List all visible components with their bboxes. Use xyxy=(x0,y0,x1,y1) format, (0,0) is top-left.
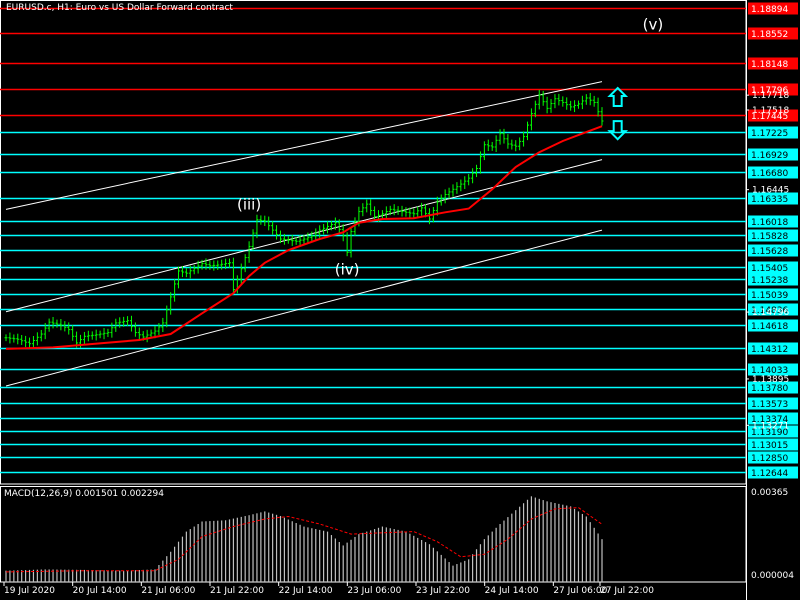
level-tag-3 xyxy=(748,83,798,96)
level-label-24: 1.12850 xyxy=(751,454,788,464)
level-tag-23 xyxy=(748,438,798,451)
level-tag-4 xyxy=(748,109,798,122)
level-tag-0 xyxy=(748,2,798,15)
level-label-19: 1.13780 xyxy=(751,384,788,394)
level-label-1: 1.18552 xyxy=(751,30,788,40)
level-tag-12 xyxy=(748,261,798,274)
level-label-6: 1.16929 xyxy=(751,151,788,161)
level-label-4: 1.17445 xyxy=(751,112,788,122)
main-panel-border xyxy=(0,0,747,485)
macd-panel-border xyxy=(0,486,747,583)
yaxis-label-4: 1.13895 xyxy=(752,375,789,385)
level-tag-18 xyxy=(748,363,798,376)
yaxis-label-5: 1.13271 xyxy=(752,421,789,431)
level-tag-10 xyxy=(748,229,798,242)
level-tag-7 xyxy=(748,166,798,179)
xaxis-label-8: 27 Jul 06:00 xyxy=(553,586,607,596)
macd-label: MACD(12,26,9) 0.001501 0.002294 xyxy=(4,489,164,499)
level-tag-16 xyxy=(748,319,798,332)
level-tag-6 xyxy=(748,148,798,161)
channel-line-2 xyxy=(5,229,603,387)
channel-line-0 xyxy=(5,81,603,210)
level-label-12: 1.15405 xyxy=(751,264,788,274)
xaxis-label-0: 19 Jul 2020 xyxy=(4,586,55,596)
level-tag-9 xyxy=(748,215,798,228)
level-label-25: 1.12644 xyxy=(751,469,788,479)
level-tag-25 xyxy=(748,466,798,479)
level-label-21: 1.13374 xyxy=(751,415,788,425)
symbol-title: EURUSD.c, H1: Euro vs US Dollar Forward … xyxy=(6,3,233,13)
xaxis-label-5: 23 Jul 06:00 xyxy=(347,586,401,596)
level-tag-15 xyxy=(748,303,798,316)
yaxis-label-2: 1.16445 xyxy=(752,186,789,196)
level-tag-20 xyxy=(748,397,798,410)
xaxis-label-1: 20 Jul 14:00 xyxy=(73,586,127,596)
yaxis-label-0: 1.17718 xyxy=(752,91,789,101)
arrow-up-icon xyxy=(607,86,629,107)
level-label-13: 1.15238 xyxy=(751,276,788,286)
level-tag-22 xyxy=(748,425,798,438)
level-label-7: 1.16680 xyxy=(751,169,788,179)
level-tag-2 xyxy=(748,57,798,70)
level-tag-1 xyxy=(748,27,798,40)
level-label-3: 1.17796 xyxy=(751,86,788,96)
xaxis-label-6: 23 Jul 22:00 xyxy=(416,586,470,596)
level-label-5: 1.17225 xyxy=(751,129,788,139)
level-tag-24 xyxy=(748,451,798,464)
arrow-down-icon xyxy=(607,120,629,141)
level-label-15: 1.14836 xyxy=(751,306,788,316)
level-tag-21 xyxy=(748,412,798,425)
level-tag-13 xyxy=(748,273,798,286)
level-label-11: 1.15628 xyxy=(751,247,788,257)
level-label-17: 1.14312 xyxy=(751,345,788,355)
price-bars xyxy=(4,89,604,349)
level-label-14: 1.15039 xyxy=(751,291,788,301)
xaxis-label-9: 27 Jul 22:00 xyxy=(600,586,654,596)
wave-label-1: (iv) xyxy=(335,261,360,279)
level-label-18: 1.14033 xyxy=(751,366,788,376)
macd-signal-line xyxy=(5,507,603,573)
level-tag-14 xyxy=(748,288,798,301)
level-tag-11 xyxy=(748,244,798,257)
level-label-16: 1.14618 xyxy=(751,322,788,332)
level-label-0: 1.18894 xyxy=(751,5,788,15)
wave-label-0: (iii) xyxy=(237,195,261,213)
xaxis-label-7: 24 Jul 14:00 xyxy=(485,586,539,596)
moving-average-line xyxy=(5,125,603,350)
macd-scale-top: 0.00365 xyxy=(751,488,788,498)
level-label-20: 1.13573 xyxy=(751,400,788,410)
level-tag-8 xyxy=(748,192,798,205)
yaxis-label-3: 1.14796 xyxy=(752,308,789,318)
xaxis-label-2: 21 Jul 06:00 xyxy=(141,586,195,596)
macd-scale-bottom: 0.000004 xyxy=(751,571,794,581)
xaxis-label-4: 22 Jul 14:00 xyxy=(279,586,333,596)
level-tag-5 xyxy=(748,126,798,139)
macd-histogram xyxy=(5,496,603,582)
xaxis-label-3: 21 Jul 22:00 xyxy=(210,586,264,596)
level-label-8: 1.16335 xyxy=(751,195,788,205)
wave-label-2: (v) xyxy=(643,16,664,34)
yaxis-label-1: 1.17518 xyxy=(752,106,789,116)
level-label-23: 1.13015 xyxy=(751,441,788,451)
level-label-9: 1.16018 xyxy=(751,218,788,228)
level-tag-17 xyxy=(748,342,798,355)
level-tag-19 xyxy=(748,381,798,394)
level-label-10: 1.15828 xyxy=(751,232,788,242)
level-label-2: 1.18148 xyxy=(751,60,788,70)
level-label-22: 1.13190 xyxy=(751,428,788,438)
